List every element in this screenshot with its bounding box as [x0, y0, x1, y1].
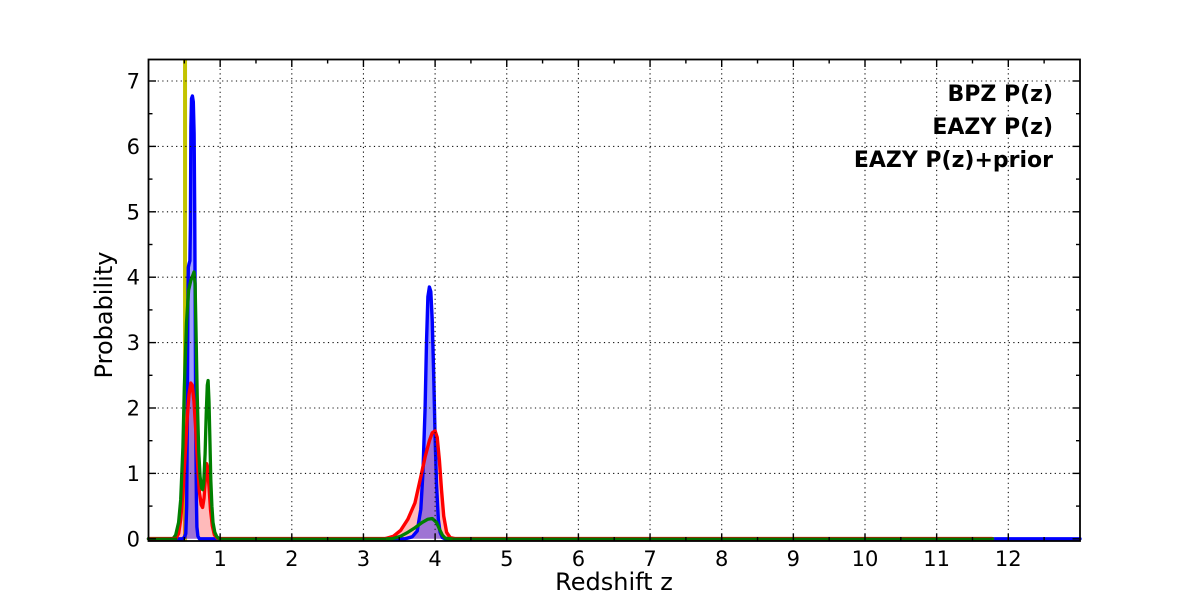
legend-item-bpz: BPZ P(z) — [947, 82, 1053, 107]
x-tick-label: 7 — [643, 547, 656, 571]
x-tick-label: 1 — [213, 547, 226, 571]
series-curve-0 — [146, 94, 1082, 541]
grid-layer — [148, 59, 1080, 541]
x-tick-label: 8 — [715, 547, 728, 571]
series-fill-1 — [148, 383, 993, 539]
x-tick-label: 3 — [357, 547, 370, 571]
axes-layer — [147, 58, 1081, 542]
y-tick-label: 6 — [127, 135, 140, 159]
y-tick-label: 3 — [127, 331, 140, 355]
legend-item-eazy-prior: EAZY P(z)+prior — [854, 148, 1053, 173]
legend-item-eazy: EAZY P(z) — [932, 115, 1053, 140]
x-tick-label: 5 — [500, 547, 513, 571]
x-axis-label: Redshift z — [555, 568, 673, 596]
x-tick-label: 10 — [852, 547, 879, 571]
x-tick-label: 6 — [572, 547, 585, 571]
x-tick-label: 4 — [428, 547, 441, 571]
x-tick-label: 12 — [995, 547, 1022, 571]
legend: BPZ P(z) EAZY P(z) EAZY P(z)+prior — [854, 82, 1053, 173]
series-curve-1 — [146, 381, 995, 541]
y-tick-label: 5 — [127, 200, 140, 224]
x-tick-label: 9 — [787, 547, 800, 571]
y-tick-label: 1 — [127, 462, 140, 486]
y-axis-label: Probability — [90, 252, 118, 379]
y-tick-label: 7 — [127, 70, 140, 94]
y-tick-label: 2 — [127, 397, 140, 421]
x-tick-label: 2 — [285, 547, 298, 571]
series-curve-2 — [146, 270, 995, 541]
y-tick-label: 0 — [127, 527, 140, 551]
y-tick-label: 4 — [127, 266, 140, 290]
x-tick-label: 11 — [923, 547, 950, 571]
